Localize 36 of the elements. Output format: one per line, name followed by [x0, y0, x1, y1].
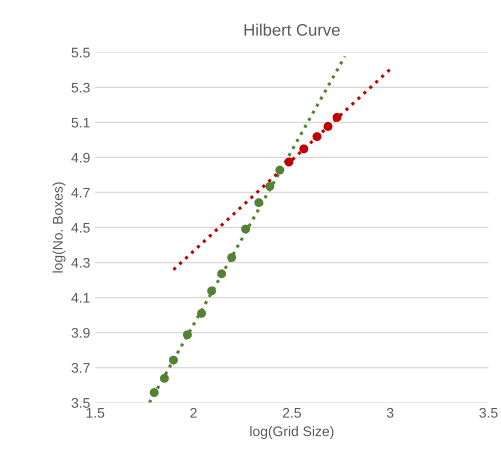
x-tick-label: 1.5: [86, 408, 104, 418]
chart-title: Hilbert Curve: [244, 24, 340, 36]
point: [254, 198, 264, 208]
y-tick-label: 4.7: [71, 188, 90, 198]
y-tick-label: 5.3: [72, 82, 90, 93]
point: [241, 224, 250, 234]
y-tick-label: 3.7: [72, 362, 90, 373]
point: [182, 330, 192, 340]
point: [275, 166, 284, 175]
point: [265, 182, 274, 191]
point: [312, 132, 322, 142]
point: [207, 286, 216, 296]
point: [160, 374, 169, 383]
y-tick-label: 5.1: [72, 118, 90, 128]
y-tick-label: 3.9: [72, 328, 90, 338]
point: [150, 388, 159, 398]
point: [168, 356, 178, 365]
x-tick-label: 3.5: [479, 408, 498, 418]
y-tick-label: 4.9: [71, 152, 90, 163]
y-tick-label: 3.5: [72, 398, 90, 408]
point: [227, 252, 236, 262]
point: [284, 157, 294, 166]
y-axis-title: log(No. Boxes): [52, 182, 66, 272]
point: [299, 144, 308, 154]
x-tick-label: 2: [190, 408, 197, 418]
point: [324, 122, 333, 131]
point: [217, 269, 226, 278]
y-tick-label: 5.5: [72, 48, 90, 58]
y-tick-label: 4.5: [71, 222, 90, 233]
y-tick-label: 4.3: [71, 258, 90, 268]
x-axis-title: log(Grid Size): [250, 426, 334, 439]
x-tick-label: 3: [386, 408, 394, 418]
point: [332, 112, 342, 122]
point: [197, 308, 206, 318]
x-tick-label: 2.5: [282, 408, 301, 418]
y-tick-label: 4.1: [71, 293, 90, 303]
